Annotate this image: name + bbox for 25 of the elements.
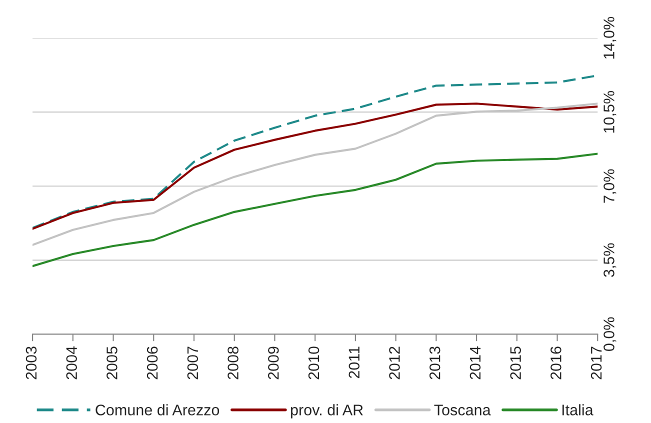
x-tick-label: 2014 [470,346,481,380]
x-tick-label: 2011 [348,346,360,378]
x-tick-label: 2009 [268,346,279,380]
x-tick-label: 2008 [228,346,238,380]
x-tick-label: 2003 [26,346,37,380]
x-tick-label: 2006 [146,346,158,380]
y-tick-label: 0,0% [604,317,616,351]
legend-label: Comune di Arezzo [96,404,220,416]
x-tick-label: 2007 [187,346,198,380]
y-tick-label: 7,0% [604,169,616,203]
legend-label: Italia [562,404,594,416]
y-tick-label: 14,0% [604,16,616,59]
x-tick-label: 2015 [510,346,521,380]
x-tick-label: 2017 [590,346,602,380]
legend-label: prov. di AR [290,404,363,418]
y-tick-label: 3,5% [604,243,616,277]
y-tick-label: 10,5% [604,90,616,133]
x-tick-label: 2013 [429,346,440,380]
x-tick-label: 2004 [66,346,78,380]
legend-label: Toscana [434,404,491,416]
x-tick-label: 2016 [550,346,562,380]
x-tick-label: 2010 [308,346,320,380]
x-tick-label: 2005 [106,346,118,380]
x-tick-label: 2012 [389,346,400,380]
line-series [32,152,598,268]
